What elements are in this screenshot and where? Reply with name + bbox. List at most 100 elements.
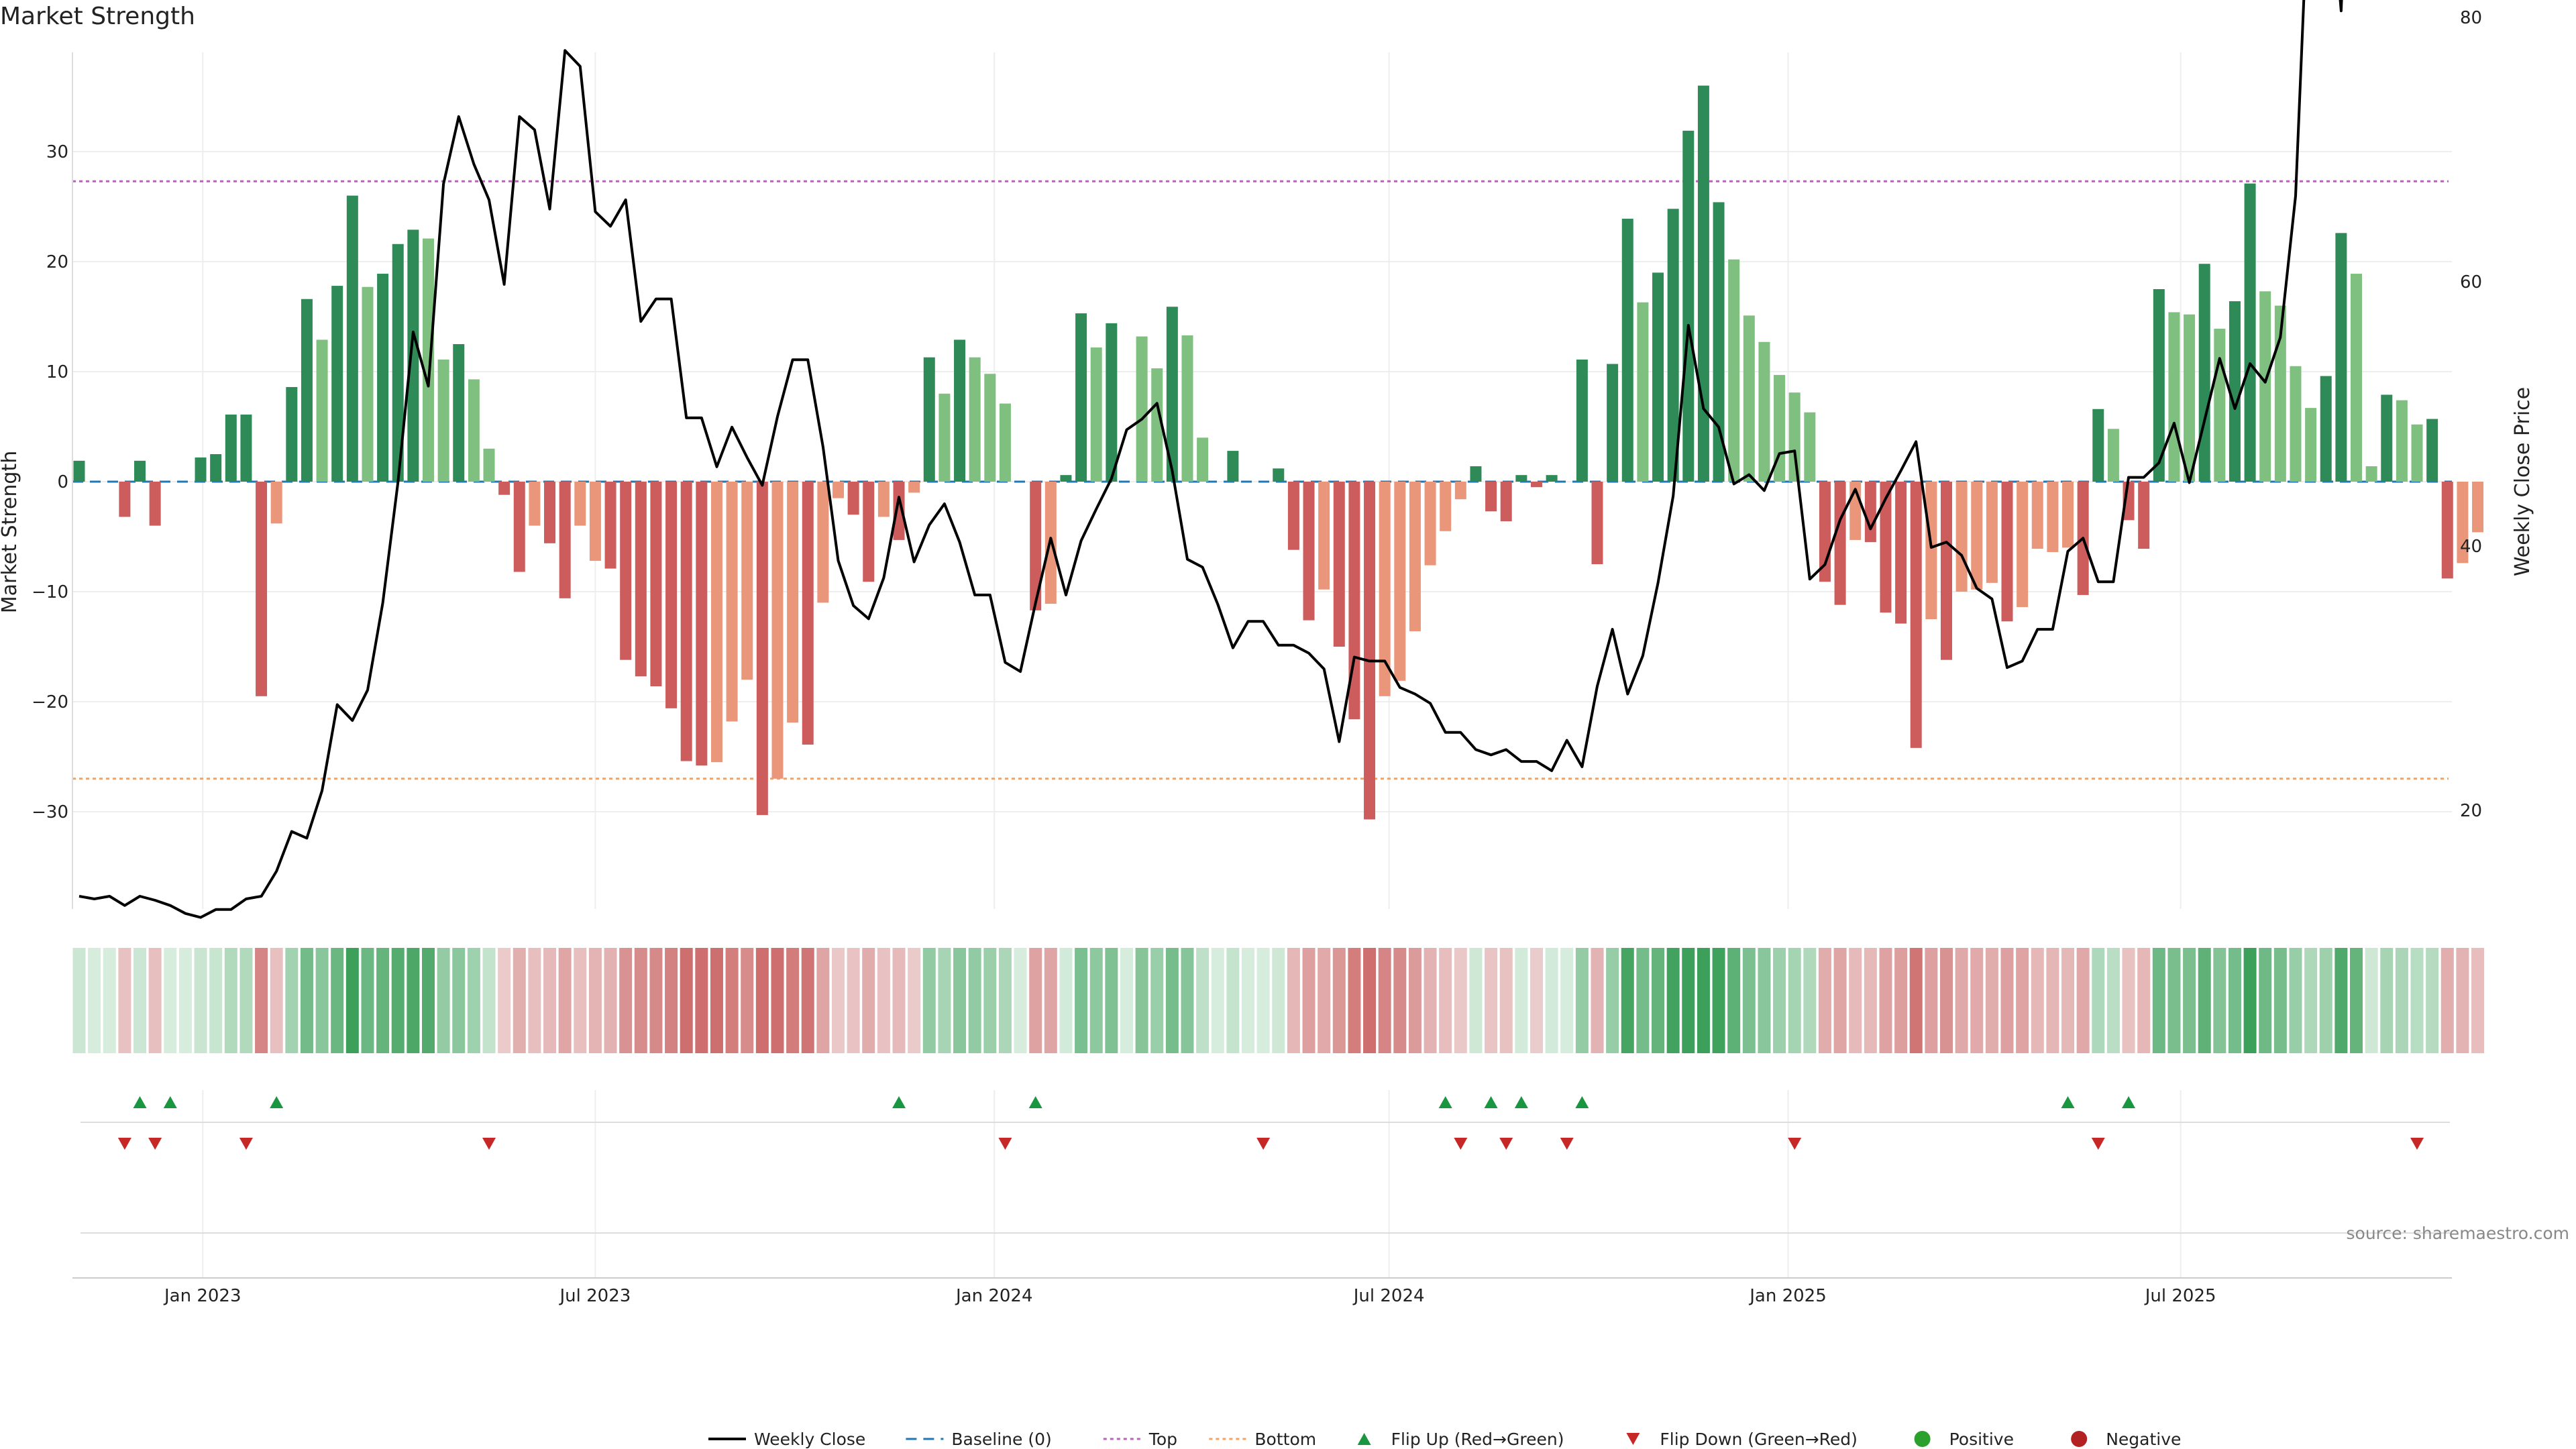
heatmap-cell <box>1454 948 1467 1053</box>
heatmap-cell <box>1272 948 1285 1053</box>
strength-bar <box>2184 314 2196 482</box>
strength-bar <box>863 482 875 582</box>
strength-bar <box>1667 209 1679 482</box>
strength-bar <box>2229 301 2241 482</box>
heatmap-cell <box>1621 948 1634 1053</box>
heatmap-cell <box>2213 948 2226 1053</box>
heatmap-cell <box>391 948 405 1053</box>
heatmap-cell <box>725 948 739 1053</box>
heatmap-cell <box>680 948 693 1053</box>
strength-bar <box>2381 394 2393 482</box>
heatmap-cell <box>1059 948 1073 1053</box>
strength-bar <box>73 460 85 482</box>
strength-bar <box>225 414 237 482</box>
strength-bar <box>2365 466 2377 482</box>
strength-bar <box>2047 482 2059 552</box>
y-axis-label: Market Strength <box>0 451 21 613</box>
heatmap-cell <box>1666 948 1680 1053</box>
legend-symbol-flip-down <box>1626 1433 1640 1445</box>
strength-bar <box>286 386 298 482</box>
heatmap-cell <box>421 948 435 1053</box>
strength-bar <box>437 359 449 482</box>
heatmap-cell <box>1652 948 1665 1053</box>
heatmap-cell <box>558 948 572 1053</box>
heatmap-cell <box>1529 948 1543 1053</box>
strength-bar <box>2198 264 2210 482</box>
strength-bar <box>1864 482 1876 543</box>
strength-bar <box>2168 312 2180 482</box>
strength-bar <box>847 482 859 515</box>
strength-bar <box>2138 482 2150 549</box>
heatmap-cell <box>1120 948 1133 1053</box>
strength-bar <box>468 379 480 482</box>
flip-up-marker <box>1575 1096 1589 1108</box>
heatmap-cell <box>1150 948 1164 1053</box>
flip-down-marker <box>2410 1138 2424 1150</box>
heatmap-cell <box>1758 948 1771 1053</box>
heatmap-cell <box>1833 948 1847 1053</box>
strength-bar <box>1637 302 1649 482</box>
legend-symbol-flip-up <box>1357 1433 1371 1445</box>
heatmap-cell <box>72 948 86 1053</box>
flip-down-marker <box>482 1138 496 1150</box>
heatmap-cell <box>1181 948 1194 1053</box>
strength-bar <box>954 339 966 482</box>
heatmap-cell <box>2365 948 2378 1053</box>
legend: Weekly Close Baseline (0) Top Bottom Flip Up… <box>708 1430 2181 1449</box>
heatmap-cell <box>953 948 967 1053</box>
heatmap-cell <box>1256 948 1270 1053</box>
strength-bar <box>908 482 920 493</box>
heatmap-cell <box>1499 948 1513 1053</box>
heatmap-cell <box>1226 948 1240 1053</box>
heatmap-cell <box>574 948 587 1053</box>
heatmap-cell <box>2273 948 2287 1053</box>
strength-bar <box>2259 291 2271 482</box>
y-tick-label: 0 <box>57 472 68 492</box>
strength-bar <box>1181 335 1193 482</box>
heatmap-cell <box>239 948 253 1053</box>
heatmap-cell <box>194 948 207 1053</box>
strength-bar <box>240 414 252 482</box>
heatmap-cell <box>1773 948 1786 1053</box>
heatmap-cell <box>2000 948 2014 1053</box>
strength-bar <box>1136 336 1148 482</box>
y-tick-label: −30 <box>32 802 68 822</box>
heatmap-cell <box>665 948 678 1053</box>
strength-bar <box>346 195 358 482</box>
strength-bar <box>833 482 844 498</box>
flip-down-marker <box>239 1138 253 1150</box>
y2-tick-label: 60 <box>2460 272 2482 292</box>
x-tick-label: Jul 2025 <box>2144 1286 2216 1306</box>
strength-bar <box>1166 307 1178 482</box>
heatmap-cell <box>2167 948 2181 1053</box>
strength-bar <box>2107 429 2119 482</box>
heatmap-cell <box>148 948 162 1053</box>
strength-bar <box>1075 313 1087 482</box>
strength-bars <box>73 85 2484 820</box>
legend-label: Flip Down (Green→Red) <box>1660 1430 1858 1449</box>
strength-bar <box>787 482 799 723</box>
heatmap-cell <box>1591 948 1604 1053</box>
strength-bar <box>2320 376 2332 482</box>
heatmap-cell <box>877 948 890 1053</box>
strength-bar <box>301 299 313 482</box>
heatmap-cell <box>103 948 116 1053</box>
heatmap-cell <box>285 948 299 1053</box>
flip-up-marker <box>133 1096 147 1108</box>
strength-bar <box>270 482 282 524</box>
strength-bar <box>1470 466 1482 482</box>
strength-bar <box>1788 392 1801 482</box>
heatmap-cell <box>604 948 617 1053</box>
strength-bar <box>331 286 343 482</box>
strength-bar <box>771 482 784 779</box>
heatmap-cell <box>2016 948 2029 1053</box>
y2-tick-label: 20 <box>2460 801 2482 821</box>
heatmap-cell <box>361 948 374 1053</box>
heatmap-cell <box>2122 948 2135 1053</box>
strength-bar <box>1682 130 1695 482</box>
heatmap-cell <box>164 948 177 1053</box>
strength-bar <box>1273 468 1285 482</box>
strength-bar <box>1409 482 1421 632</box>
